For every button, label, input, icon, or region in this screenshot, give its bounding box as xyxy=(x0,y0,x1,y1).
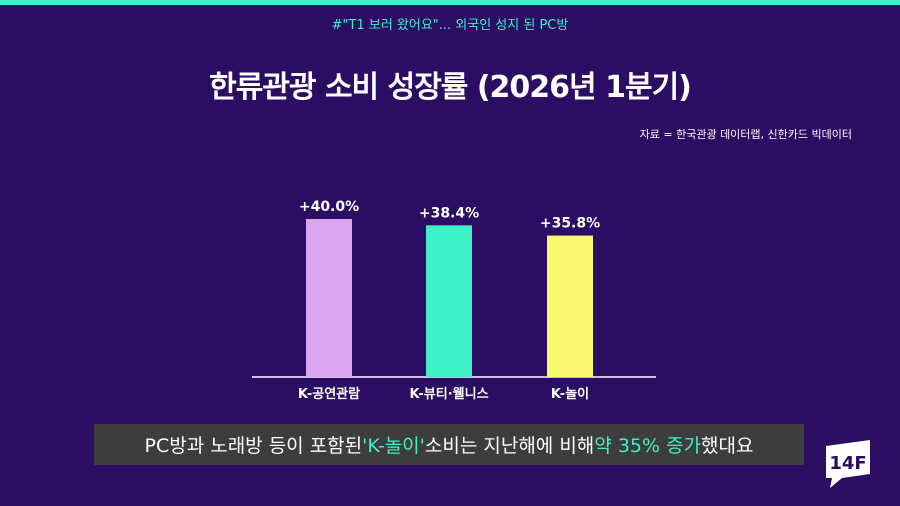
caption-text-3: 했대요 xyxy=(701,435,754,457)
caption-highlight-2: 약 35% 증가 xyxy=(594,435,702,457)
chart-title: 한류관광 소비 성장률 (2026년 1분기) xyxy=(209,70,692,105)
logo-badge-shape xyxy=(826,440,870,488)
video-topic: #"T1 보러 왔어요"... 외국인 성지 된 PC방 xyxy=(331,18,569,33)
bar-1 xyxy=(306,219,352,377)
category-label-1: K-공연관람 xyxy=(298,386,360,402)
bar-2 xyxy=(426,225,472,377)
progress-bar-fill xyxy=(0,0,900,5)
data-label-3: +35.8% xyxy=(540,216,600,232)
data-label-2: +38.4% xyxy=(419,205,479,221)
bar-3 xyxy=(547,235,593,377)
data-label-1: +40.0% xyxy=(299,199,359,215)
caption-text-2: 소비는 지난해에 비해 xyxy=(424,435,595,457)
caption-text-1: PC방과 노래방 등이 포함된 xyxy=(144,435,363,457)
bar-chart: +40.0% K-공연관람 +38.4% K-뷰티·웰니스 +35.8% K-놀이 xyxy=(252,199,656,402)
subtitle-caption: PC방과 노래방 등이 포함된 'K-놀이' 소비는 지난해에 비해 약 35%… xyxy=(94,424,804,465)
logo-text: 14F xyxy=(829,453,866,474)
caption-highlight-1: 'K-놀이' xyxy=(362,435,425,457)
chart-source: 자료 = 한국관광 데이터랩, 신한카드 빅데이터 xyxy=(639,128,852,141)
category-label-2: K-뷰티·웰니스 xyxy=(409,386,488,402)
progress-bar-track[interactable] xyxy=(0,0,900,5)
channel-logo: 14F xyxy=(826,440,870,488)
category-label-3: K-놀이 xyxy=(551,386,589,402)
